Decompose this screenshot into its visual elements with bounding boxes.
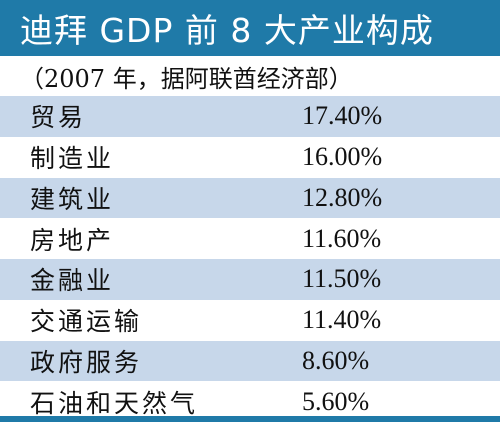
share-value: 11.40% bbox=[302, 305, 382, 335]
industry-label: 制造业 bbox=[30, 144, 115, 174]
industry-label: 石油和天然气 bbox=[30, 388, 199, 418]
table-row: 政府服务 8.60% bbox=[0, 340, 500, 382]
table-row: 交通运输 11.40% bbox=[0, 300, 500, 341]
table-row: 贸易 17.40% bbox=[0, 96, 500, 137]
share-value: 11.50% bbox=[302, 264, 382, 294]
table-row: 房地产 11.60% bbox=[0, 218, 500, 259]
table-row: 石油和天然气 5.60% bbox=[0, 381, 500, 422]
industry-label: 房地产 bbox=[30, 225, 115, 255]
share-value: 12.80% bbox=[302, 182, 383, 212]
share-value: 17.40% bbox=[302, 101, 383, 131]
industry-label: 贸易 bbox=[30, 103, 87, 133]
table-row: 建筑业 12.80% bbox=[0, 177, 500, 219]
share-value: 16.00% bbox=[302, 142, 383, 172]
table-subtitle: （2007 年，据阿联酋经济部） bbox=[20, 64, 353, 93]
industry-label: 金融业 bbox=[30, 266, 115, 296]
share-value: 8.60% bbox=[302, 345, 370, 375]
industry-label: 政府服务 bbox=[30, 347, 143, 377]
share-value: 5.60% bbox=[302, 386, 370, 416]
table-row: 金融业 11.50% bbox=[0, 259, 500, 300]
table-title: 迪拜 GDP 前 8 大产业构成 bbox=[0, 0, 500, 56]
bottom-rule bbox=[0, 416, 500, 422]
share-value: 11.60% bbox=[302, 223, 382, 253]
industry-label: 建筑业 bbox=[30, 184, 115, 214]
industry-label: 交通运输 bbox=[30, 307, 143, 337]
table-body: 贸易 17.40% 制造业 16.00% 建筑业 12.80% 房地产 11.60% 金融业 11… bbox=[0, 96, 500, 422]
table-row: 制造业 16.00% bbox=[0, 137, 500, 178]
